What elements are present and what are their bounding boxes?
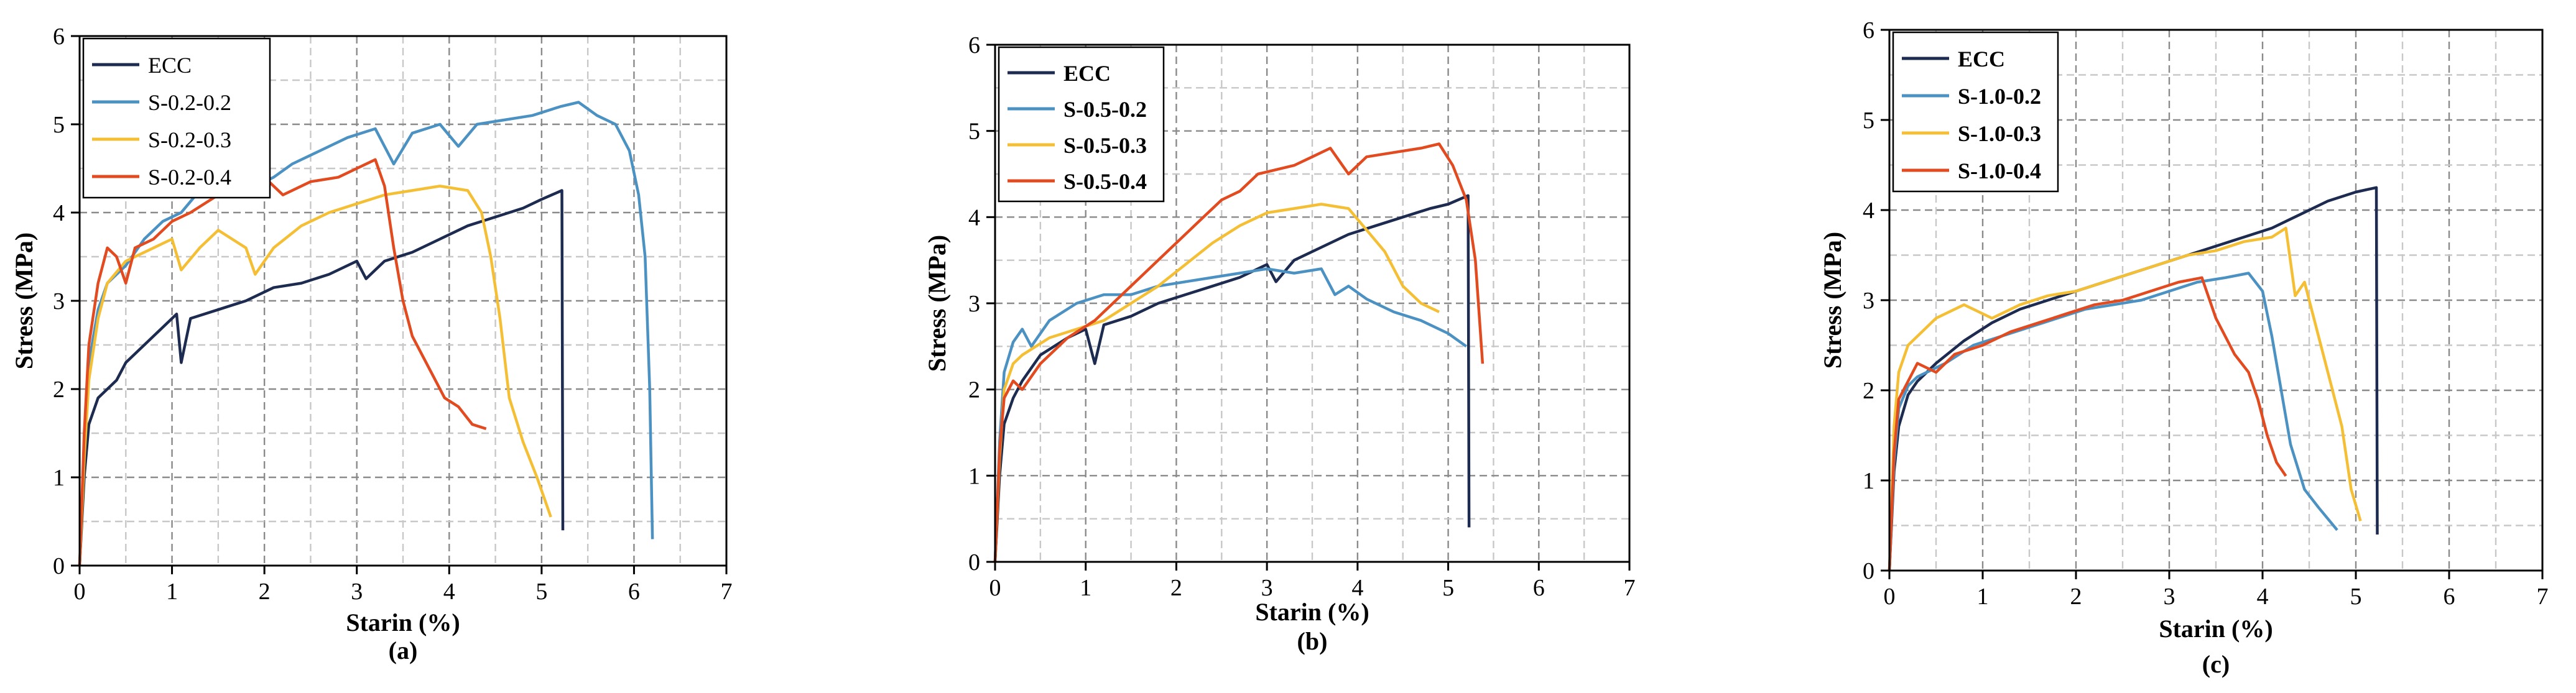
series-line-S-1.0-0.4 (1888, 276, 2287, 571)
legend-label-S-0.2-0.4: S-0.2-0.4 (148, 165, 231, 190)
x-tick-label: 3 (2164, 584, 2175, 610)
y-tick-label: 1 (53, 465, 65, 491)
series-line-ECC (1888, 186, 2379, 571)
x-tick-label: 6 (2444, 584, 2455, 610)
axis-ticks: 0 1 2 3 4 5 6 7 0 1 2 3 4 5 6 (968, 32, 1636, 601)
legend-label-S-1.0-0.2: S-1.0-0.2 (1958, 84, 2041, 109)
y-tick-label: 3 (968, 291, 980, 317)
axis-ticks: 0 1 2 3 4 5 6 7 0 1 2 3 4 5 6 (53, 24, 733, 605)
x-tick-label: 4 (443, 579, 455, 605)
x-tick-label: 7 (721, 579, 733, 605)
legend-label-ECC: ECC (148, 53, 192, 78)
x-tick-label: 3 (351, 579, 363, 605)
x-tick-label: 2 (1170, 575, 1182, 601)
y-tick-label: 5 (968, 119, 980, 145)
x-tick-label: 2 (259, 579, 271, 605)
grid (78, 35, 728, 567)
series-line-S-0.5-0.3 (993, 203, 1440, 562)
legend: ECC S-0.2-0.2 S-0.2-0.3 S-0.2-0.4 (82, 37, 271, 199)
x-axis-title: Starin (%) (1255, 598, 1369, 626)
series-line-S-1.0-0.2 (1888, 272, 2338, 571)
y-tick-label: 1 (968, 463, 980, 489)
y-tick-label: 4 (968, 204, 980, 231)
x-tick-label: 0 (74, 579, 86, 605)
x-tick-label: 3 (1261, 575, 1273, 601)
series-line-S-0.5-0.2 (993, 267, 1468, 562)
legend-label-S-0.5-0.4: S-0.5-0.4 (1063, 169, 1147, 194)
x-tick-label: 2 (2070, 584, 2082, 610)
legend-label-S-0.5-0.3: S-0.5-0.3 (1063, 133, 1147, 158)
y-tick-label: 6 (53, 24, 65, 50)
x-tick-label: 1 (1080, 575, 1091, 601)
chart-panel-2: 0 1 2 3 4 5 6 7 0 1 2 3 4 5 6 Starin (%) Stress (MPa) ECC… (923, 32, 1636, 655)
legend-label-S-0.2-0.2: S-0.2-0.2 (148, 90, 231, 115)
y-tick-label: 3 (53, 288, 65, 314)
x-tick-label: 4 (2257, 584, 2269, 610)
series-line-S-0.2-0.4 (78, 158, 487, 566)
y-axis-title: Stress (MPa) (1818, 232, 1846, 369)
series-line-S-1.0-0.3 (1888, 226, 2362, 571)
x-tick-label: 5 (2350, 584, 2362, 610)
legend: ECC S-1.0-0.2 S-1.0-0.3 S-1.0-0.4 (1892, 31, 2059, 193)
x-tick-label: 1 (1977, 584, 1989, 610)
y-tick-label: 5 (53, 112, 65, 138)
panel-caption: (c) (2202, 650, 2230, 678)
series-group (993, 142, 1485, 562)
y-tick-label: 2 (53, 377, 65, 403)
x-tick-label: 5 (1442, 575, 1454, 601)
x-tick-label: 0 (1884, 584, 1896, 610)
y-tick-label: 0 (53, 553, 65, 579)
chart-panel-3: 0 1 2 3 4 5 6 7 0 1 2 3 4 5 6 Starin (%) Stress (MPa) ECC… (1818, 17, 2549, 678)
y-axis-title: Stress (MPa) (10, 232, 38, 369)
axis-ticks: 0 1 2 3 4 5 6 7 0 1 2 3 4 5 6 (1863, 17, 2549, 610)
legend-label-ECC: ECC (1958, 47, 2005, 71)
legend-label-S-0.2-0.3: S-0.2-0.3 (148, 127, 231, 152)
series-group (1888, 186, 2379, 571)
y-axis-title: Stress (MPa) (923, 235, 951, 372)
legend-label-S-1.0-0.3: S-1.0-0.3 (1958, 121, 2041, 146)
series-line-ECC (993, 194, 1471, 562)
x-tick-label: 6 (1533, 575, 1545, 601)
series-group (78, 101, 654, 566)
y-tick-label: 1 (1863, 468, 1874, 494)
x-axis-title: Starin (%) (346, 608, 460, 636)
y-tick-label: 3 (1863, 288, 1874, 314)
x-tick-label: 5 (535, 579, 547, 605)
chart-panel-1: 0 1 2 3 4 5 6 7 0 1 2 3 4 5 6 Starin (%) Stress (MPa) ECC… (10, 24, 733, 664)
x-tick-label: 6 (628, 579, 640, 605)
x-tick-label: 7 (1624, 575, 1636, 601)
y-tick-label: 5 (1863, 108, 1874, 134)
legend-label-S-1.0-0.4: S-1.0-0.4 (1958, 158, 2041, 183)
y-tick-label: 2 (968, 377, 980, 403)
y-tick-label: 4 (53, 200, 65, 226)
panel-caption: (b) (1297, 627, 1328, 655)
legend-label-S-0.5-0.2: S-0.5-0.2 (1063, 97, 1147, 122)
series-line-ECC (78, 189, 565, 566)
x-tick-label: 0 (989, 575, 1001, 601)
y-tick-label: 0 (1863, 558, 1874, 584)
x-axis-title: Starin (%) (2159, 615, 2273, 643)
panel-caption: (a) (389, 636, 418, 664)
y-tick-label: 6 (1863, 17, 1874, 44)
y-tick-label: 2 (1863, 378, 1874, 404)
x-tick-label: 1 (166, 579, 178, 605)
legend: ECC S-0.5-0.2 S-0.5-0.3 S-0.5-0.4 (998, 46, 1165, 203)
legend-label-ECC: ECC (1063, 61, 1111, 86)
y-tick-label: 0 (968, 549, 980, 576)
series-line-S-0.5-0.4 (993, 142, 1485, 562)
x-tick-label: 7 (2537, 584, 2549, 610)
y-tick-label: 6 (968, 32, 980, 58)
series-line-S-0.2-0.3 (78, 185, 552, 566)
y-tick-label: 4 (1863, 198, 1874, 224)
x-tick-label: 4 (1351, 575, 1363, 601)
